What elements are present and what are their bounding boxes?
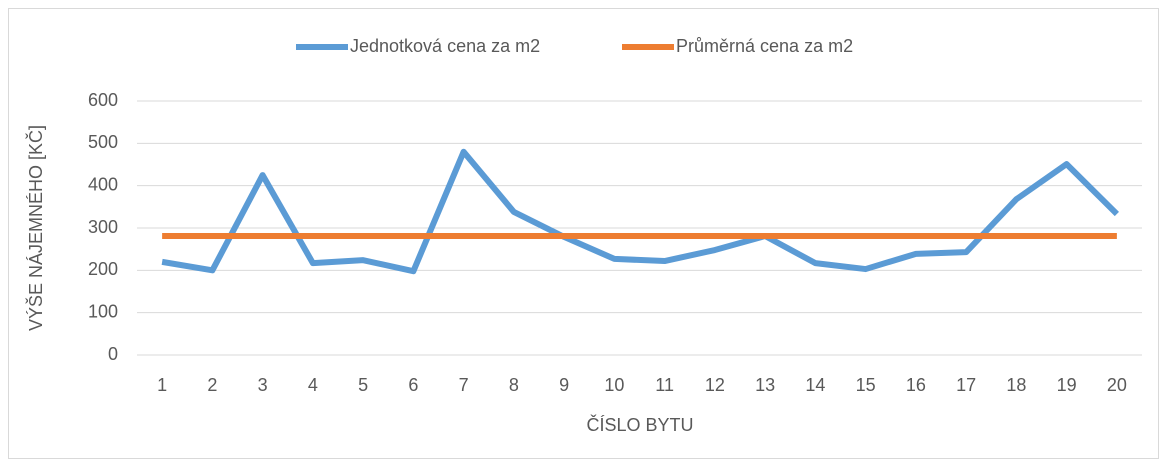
x-tick-label: 15 (856, 375, 876, 395)
x-axis-title: ČÍSLO BYTU (586, 414, 693, 435)
x-tick-label: 17 (956, 375, 976, 395)
legend-label: Jednotková cena za m2 (350, 36, 540, 56)
x-tick-label: 12 (705, 375, 725, 395)
x-tick-label: 3 (258, 375, 268, 395)
x-tick-label: 19 (1057, 375, 1077, 395)
x-tick-label: 5 (358, 375, 368, 395)
x-tick-label: 6 (408, 375, 418, 395)
data-line (161, 148, 1119, 275)
y-tick-label: 300 (88, 217, 118, 237)
y-tick-label: 200 (88, 259, 118, 279)
x-tick-label: 9 (559, 375, 569, 395)
legend-label: Průměrná cena za m2 (676, 36, 853, 56)
y-tick-label: 100 (88, 301, 118, 321)
x-tick-label: 1 (157, 375, 167, 395)
x-tick-label: 7 (459, 375, 469, 395)
x-tick-label: 20 (1107, 375, 1127, 395)
x-tick-label: 4 (308, 375, 318, 395)
y-tick-label: 600 (88, 90, 118, 110)
y-axis-title: VÝŠE NÁJEMNÉHO [KČ] (25, 125, 46, 331)
x-tick-label: 14 (805, 375, 825, 395)
y-tick-label: 500 (88, 132, 118, 152)
y-tick-label: 0 (108, 344, 118, 364)
x-tick-label: 10 (604, 375, 624, 395)
x-tick-label: 8 (509, 375, 519, 395)
x-tick-label: 16 (906, 375, 926, 395)
x-tick-label: 13 (755, 375, 775, 395)
x-tick-label: 2 (207, 375, 217, 395)
y-tick-label: 400 (88, 174, 118, 194)
x-tick-label: 11 (655, 375, 674, 395)
x-tick-label: 18 (1006, 375, 1026, 395)
